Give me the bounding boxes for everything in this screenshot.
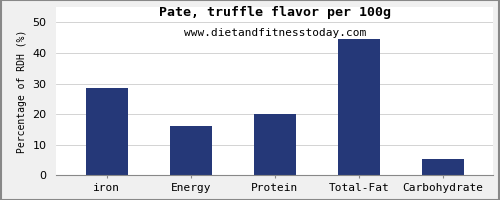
Bar (422, 159, 464, 175)
Text: Pate, truffle flavor per 100g: Pate, truffle flavor per 100g (159, 6, 391, 19)
Y-axis label: Percentage of RDH (%): Percentage of RDH (%) (17, 29, 27, 153)
Bar (86, 88, 128, 175)
Bar (170, 126, 211, 175)
Bar (254, 114, 296, 175)
Text: www.dietandfitnesstoday.com: www.dietandfitnesstoday.com (184, 28, 366, 38)
Bar (338, 39, 380, 175)
